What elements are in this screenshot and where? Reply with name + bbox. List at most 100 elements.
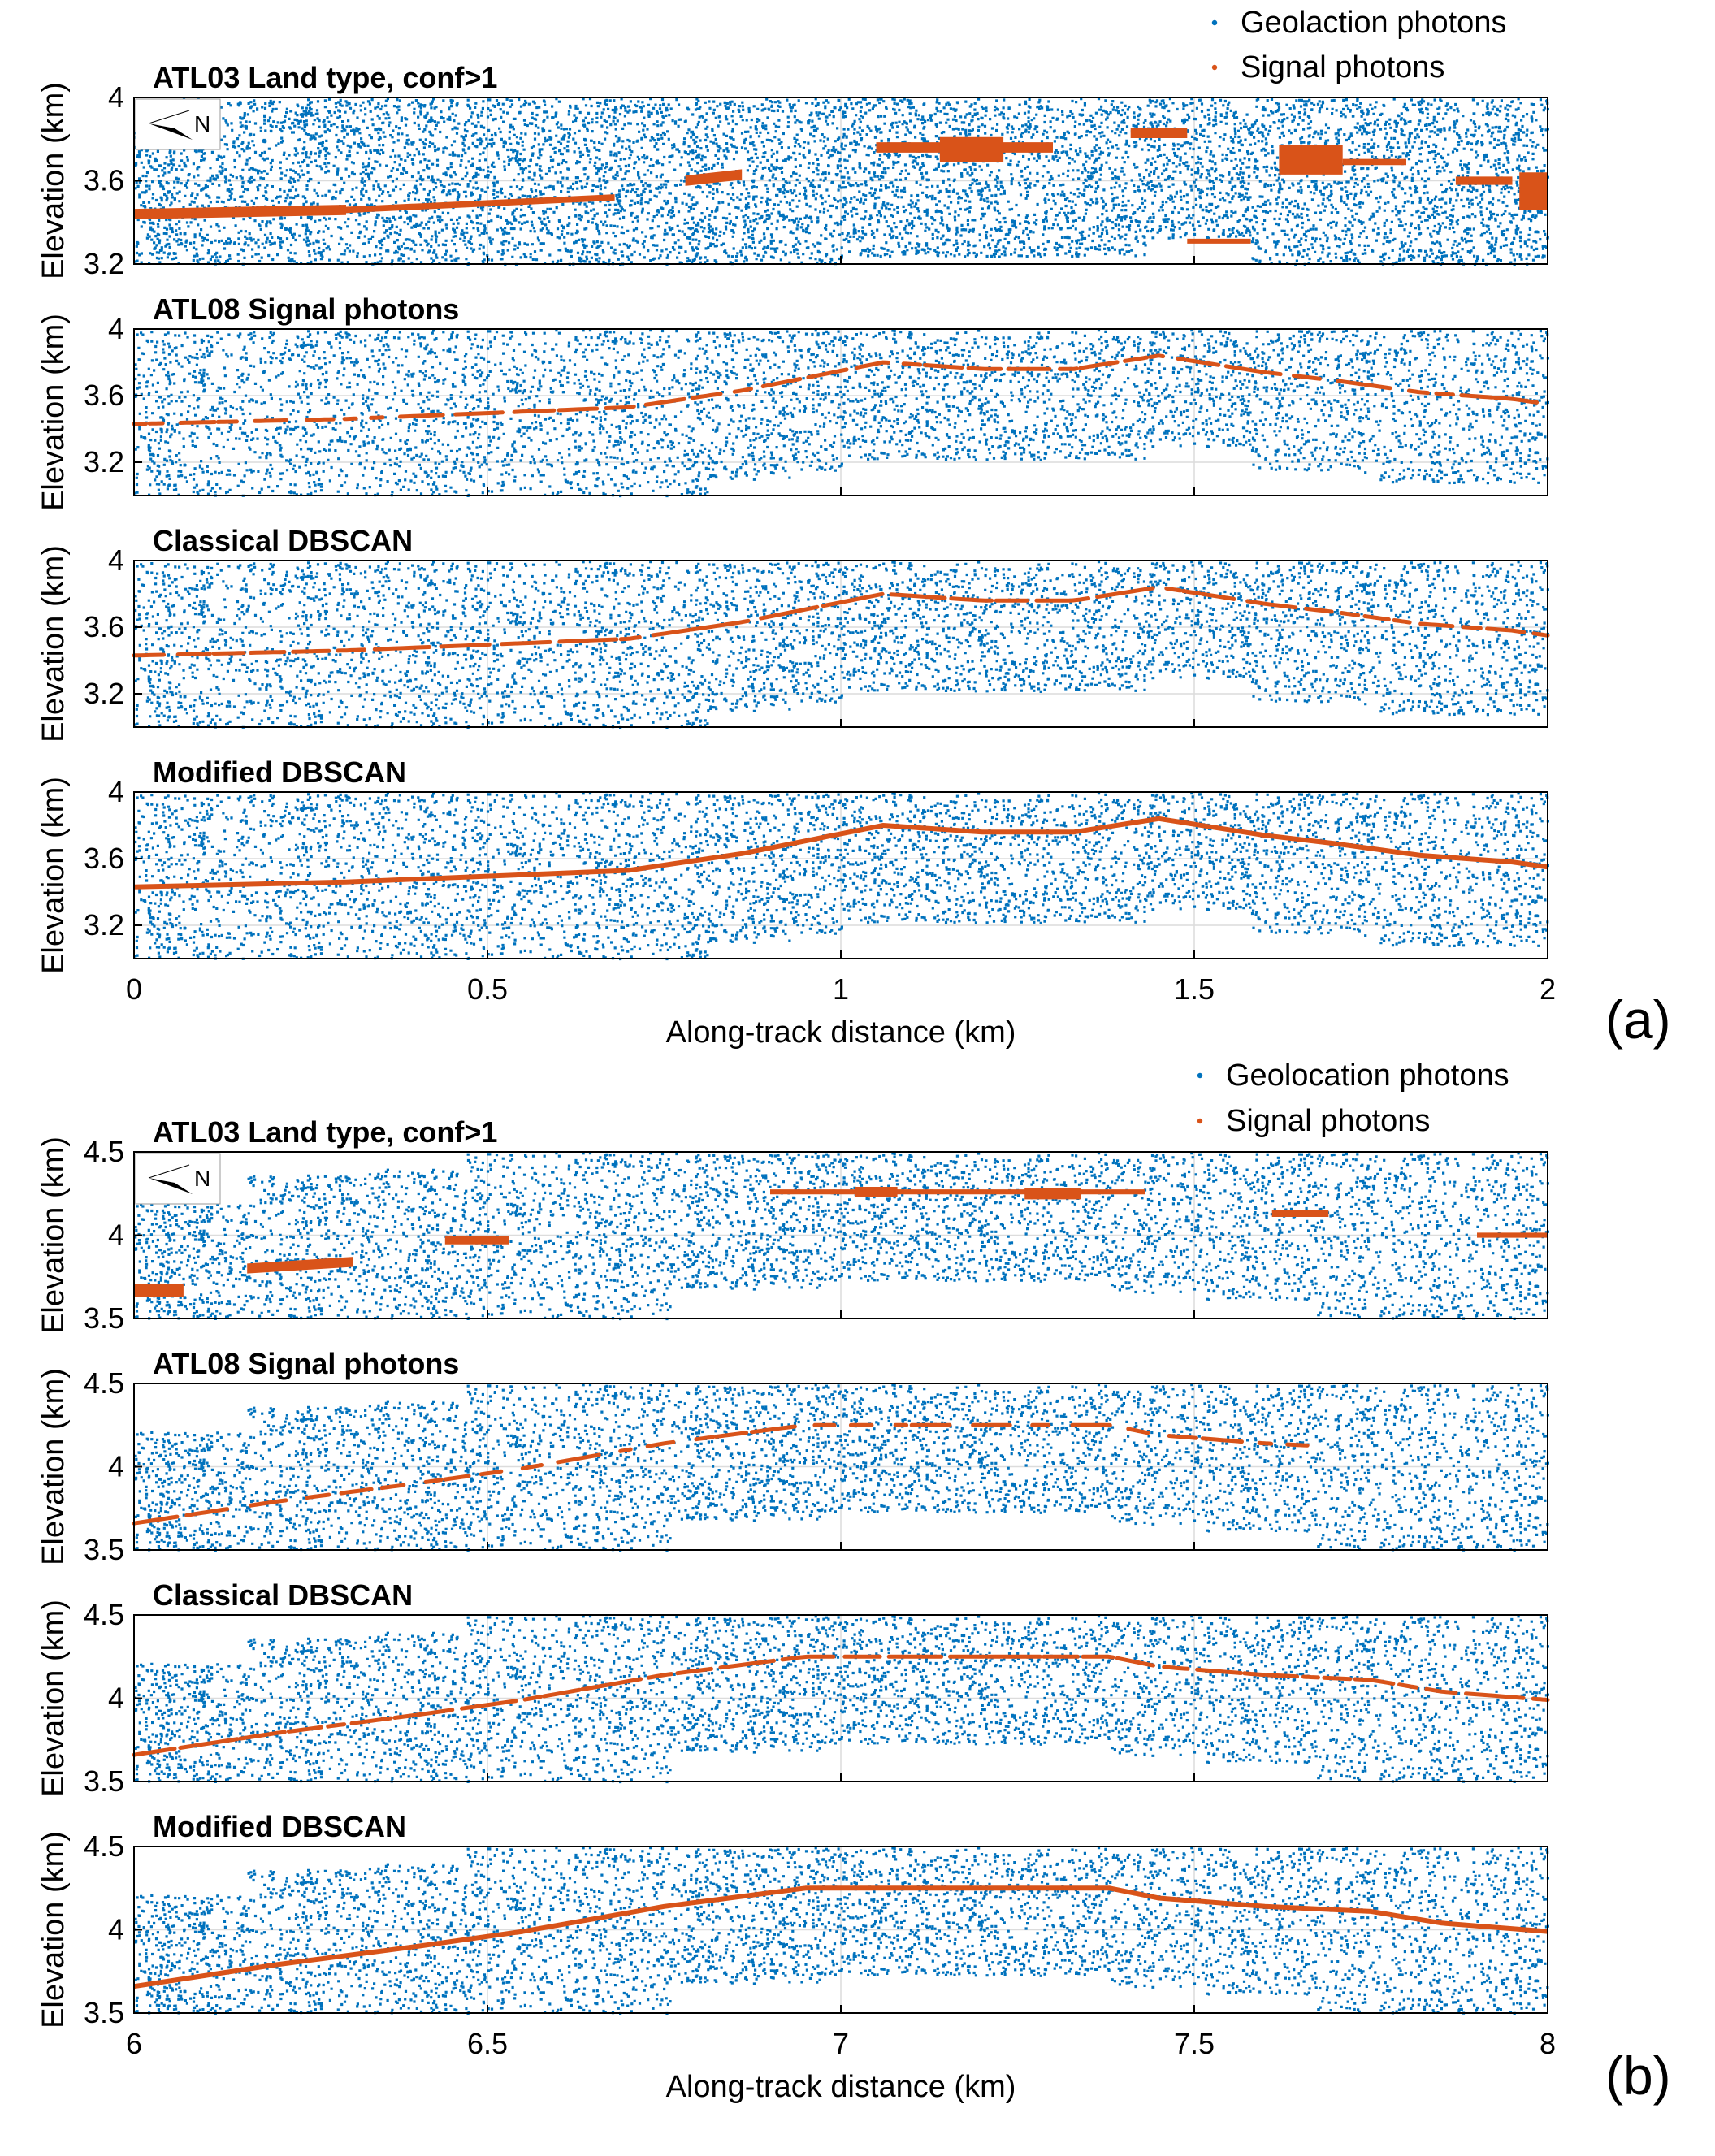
signal-photon-segment (1180, 589, 1202, 596)
signal-photon-segment (1130, 128, 1188, 138)
panel-title: ATL08 Signal photons (153, 1347, 459, 1380)
signal-photon-segment (479, 1469, 504, 1477)
y-tick-label: 4 (108, 543, 124, 577)
panel: 3.2 3.6 4 Elevation (km) ATL03 Land type, co… (37, 61, 1550, 280)
legend-entry: Geolaction photons (1241, 6, 1506, 40)
signal-photon-segment (249, 1498, 288, 1508)
geolocation-photon-cloud (134, 1383, 1550, 1552)
signal-photon-segment (1024, 1188, 1081, 1200)
y-tick-label: 4 (108, 1219, 124, 1252)
figure-label: (a) (1605, 989, 1671, 1050)
signal-photon-segment (889, 592, 947, 600)
signal-photon-segment (689, 618, 751, 632)
geolocation-photons (134, 561, 1550, 729)
signal-photon-segment (1187, 238, 1251, 244)
signal-photon-segment (291, 648, 331, 654)
signal-photon-segment (522, 1695, 543, 1702)
signal-photon-segment (1115, 1656, 1155, 1668)
y-axis-label: Elevation (km) (37, 777, 71, 974)
signal-photon-segment (643, 396, 686, 407)
panel: 3.5 4 4.5 Elevation (km) ATL08 Signal photon… (37, 1347, 1550, 1566)
north-arrow-icon (149, 1178, 193, 1194)
y-axis-label: Elevation (km) (37, 545, 71, 742)
panel: 3.2 3.6 4 Elevation (km) ATL08 Signal photon… (37, 292, 1550, 511)
geolocation-photon-cloud (134, 97, 1550, 266)
y-tick-label: 3.5 (84, 1533, 124, 1566)
signal-photon-segment (512, 408, 557, 414)
signal-photon-segment (1223, 364, 1268, 374)
signal-photon-segment (423, 1478, 444, 1484)
figure-b: Geolocation photons Signal photons 3.5 4 4.5… (37, 1059, 1671, 2106)
signal-photon-segment (248, 650, 287, 655)
signal-photon-segment (1164, 586, 1183, 593)
signal-photon-segment (1322, 1675, 1353, 1682)
signal-photon-segment (336, 647, 366, 653)
signal-photon-segment (178, 1737, 240, 1750)
north-arrow-label: N (194, 1166, 210, 1191)
x-tick-label: 7 (833, 2027, 849, 2060)
signal-photon-segment (132, 652, 167, 658)
y-tick-label: 4.5 (84, 1366, 124, 1400)
signal-photon-segment (134, 204, 346, 219)
legend-entry: Signal photons (1226, 1104, 1430, 1138)
signal-photon-segment (372, 645, 431, 652)
y-tick-label: 4 (108, 312, 124, 345)
signal-photon-segment (1362, 614, 1391, 621)
y-tick-label: 3.2 (84, 908, 124, 942)
signal-photon-segment (542, 1687, 582, 1699)
signal-photon-segment (1342, 158, 1406, 166)
legend-marker (1197, 1072, 1203, 1079)
signal-photon-trace (133, 816, 1548, 890)
signal-photons (133, 1885, 1548, 1989)
signal-photon-segment (821, 600, 845, 608)
y-axis-label: Elevation (km) (37, 1136, 71, 1334)
geolocation-photons (134, 792, 1550, 961)
signal-photon-segment (1126, 1427, 1150, 1435)
signal-photon-segment (675, 1666, 713, 1676)
signal-photon-segment (326, 1722, 347, 1729)
x-axis: 0 0.5 1 1.5 2 Along-track distance (km) (126, 972, 1556, 1050)
y-tick-label: 4 (108, 1450, 124, 1483)
signal-photon-segment (346, 194, 615, 214)
panel: 3.5 4 4.5 Elevation (km) ATL03 Land type, co… (37, 1115, 1550, 1335)
signal-photon-segment (939, 136, 1004, 162)
panel-title: ATL03 Land type, conf>1 (153, 61, 497, 94)
legend: Geolaction photons Signal photons (1211, 6, 1506, 84)
signal-photon-segment (1303, 606, 1334, 614)
signal-photon-segment (397, 413, 445, 419)
y-axis-label: Elevation (km) (37, 1600, 71, 1797)
geolocation-photons (134, 1152, 1550, 1321)
signal-photon-segment (453, 410, 505, 417)
signal-photon-segment (770, 1189, 1145, 1195)
signal-photon-segment (238, 1730, 287, 1741)
signal-photon-segment (178, 420, 217, 425)
signal-photon-segment (901, 361, 923, 367)
signal-photon-segment (1397, 1682, 1419, 1690)
signal-photon-segment (694, 1435, 716, 1442)
signal-photon-segment (379, 1483, 406, 1491)
signal-photon-segment (646, 1672, 673, 1680)
y-axis-label: Elevation (km) (37, 314, 71, 511)
signal-photon-segment (443, 1474, 471, 1482)
signal-photon-segment (184, 1507, 230, 1517)
signal-photon-segment (806, 367, 849, 379)
legend-entry: Geolocation photons (1226, 1059, 1509, 1093)
panel: 3.5 4 4.5 Elevation (km) Modified DBSCAN (37, 1810, 1550, 2029)
signal-photon-segment (1200, 1436, 1244, 1444)
signal-photon-segment (580, 1677, 643, 1692)
geolocation-photon-cloud (134, 561, 1550, 729)
signal-photon-segment (618, 634, 642, 642)
x-tick-label: 1 (833, 972, 849, 1006)
north-arrow: N (135, 1153, 221, 1205)
signal-photon-segment (1265, 1673, 1300, 1679)
figure-label: (b) (1605, 2046, 1671, 2106)
x-tick-label: 8 (1540, 2027, 1556, 2060)
signal-photon-segment (500, 639, 552, 647)
signal-photon-trace (133, 1885, 1548, 1989)
signal-photon-segment (556, 1452, 601, 1465)
geolocation-photons (134, 329, 1550, 498)
geolocation-photons (134, 1383, 1550, 1552)
y-tick-label: 3.2 (84, 247, 124, 280)
x-tick-label: 6 (126, 2027, 142, 2060)
